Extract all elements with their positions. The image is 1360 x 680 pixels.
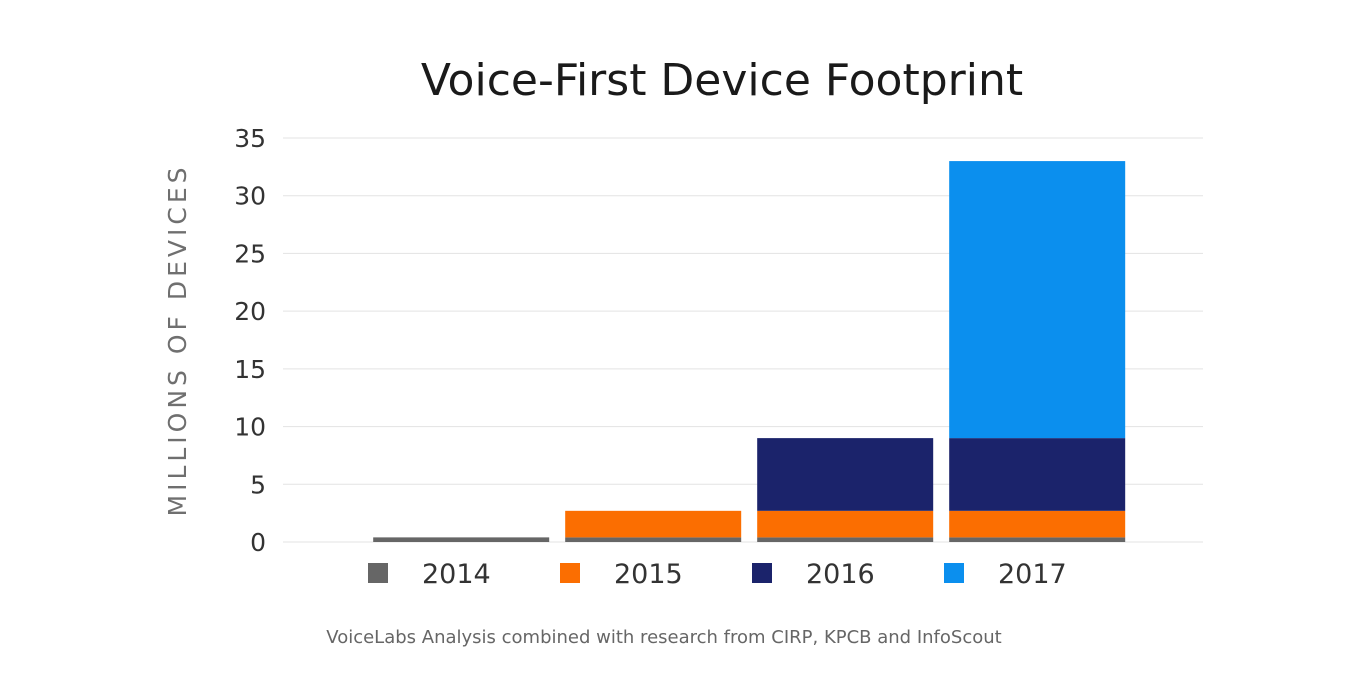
- bar-segment-2016-2015: [757, 510, 934, 538]
- chart-title: Voice-First Device Footprint: [421, 55, 1023, 106]
- y-tick-label: 10: [234, 413, 266, 442]
- legend-swatch: [752, 563, 772, 583]
- y-tick-label: 30: [234, 182, 266, 211]
- legend-label: 2015: [614, 559, 683, 590]
- y-tick-label: 5: [250, 470, 266, 499]
- bar-segment-2014-2014: [373, 537, 550, 542]
- bar-segment-2016-2014: [757, 537, 934, 542]
- legend-label: 2014: [422, 559, 491, 590]
- y-axis-label: MILLIONS OF DEVICES: [163, 163, 192, 516]
- y-axis-ticks: 0 5 10 15 20 25 30 35: [234, 124, 266, 557]
- legend-swatch: [560, 563, 580, 583]
- bar-segment-2017-2016: [949, 438, 1126, 511]
- y-tick-label: 20: [234, 297, 266, 326]
- bar-segment-2015-2015: [565, 510, 742, 538]
- y-tick-label: 35: [234, 124, 266, 153]
- y-tick-label: 0: [250, 528, 266, 557]
- legend-label: 2016: [806, 559, 875, 590]
- grid-lines: [283, 137, 1203, 543]
- bar-segment-2017-2015: [949, 510, 1126, 538]
- source-note: VoiceLabs Analysis combined with researc…: [326, 627, 1001, 648]
- legend-label: 2017: [998, 559, 1067, 590]
- legend-swatch: [944, 563, 964, 583]
- y-tick-label: 15: [234, 355, 266, 384]
- legend-swatch: [368, 563, 388, 583]
- bar-segment-2016-2016: [757, 438, 934, 511]
- y-tick-label: 25: [234, 239, 266, 268]
- bar-segment-2015-2014: [565, 537, 742, 542]
- legend: 2014 2015 2016 2017: [368, 559, 1067, 590]
- bar-segment-2017-2014: [949, 537, 1126, 542]
- bars: [373, 161, 1126, 542]
- bar-segment-2017-2017: [949, 161, 1126, 439]
